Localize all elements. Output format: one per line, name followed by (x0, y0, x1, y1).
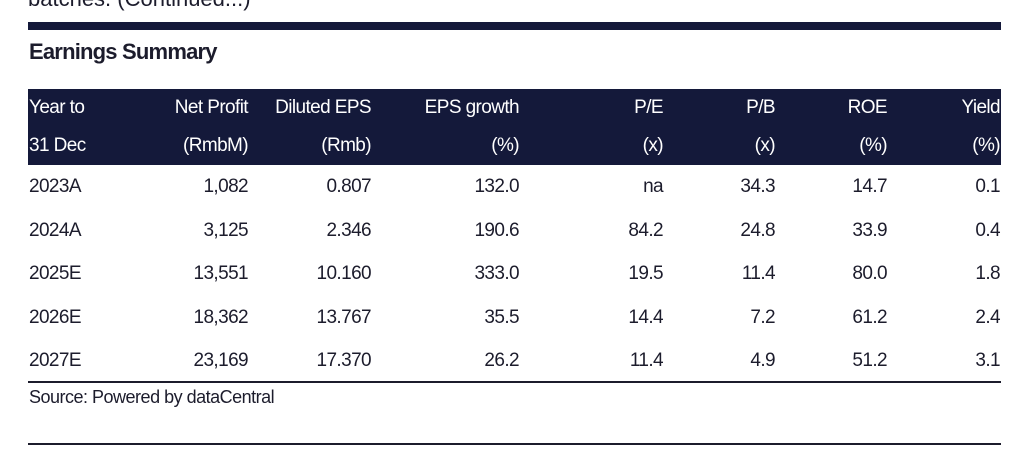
row-label: 2026E (29, 306, 82, 328)
column-header: (Rmb) (321, 135, 371, 156)
top-rule (28, 22, 1001, 30)
table-cell: 0.4 (975, 219, 1000, 241)
table-cell: 1.8 (975, 263, 1000, 284)
table-cell: 34.3 (740, 176, 775, 197)
table-cell: 2.4 (975, 306, 1000, 328)
table-cell: 18,362 (193, 306, 248, 328)
row-label: 2023A (29, 176, 82, 197)
column-header: (%) (491, 135, 519, 156)
table-cell: 84.2 (628, 219, 663, 241)
column-header: Diluted EPS (275, 97, 371, 118)
table-cell: 0.807 (326, 176, 371, 197)
row-label: 2027E (29, 350, 82, 371)
source-note: Source: Powered by dataCentral (29, 387, 275, 407)
column-header: P/B (746, 97, 775, 118)
table-cell: 35.5 (484, 306, 519, 328)
table-cell: 33.9 (852, 219, 887, 241)
column-header: (%) (859, 135, 887, 156)
column-header: P/E (634, 97, 663, 118)
column-header: EPS growth (424, 97, 520, 118)
table-cell: 13,551 (193, 263, 248, 284)
table-cell: 13.767 (316, 306, 371, 328)
column-header: Year to (29, 97, 85, 118)
table-cell: 333.0 (474, 263, 519, 284)
column-header: (%) (972, 135, 1000, 156)
table-cell: 1,082 (203, 176, 248, 197)
table-cell: 14.4 (628, 306, 663, 328)
table-cell: 10.160 (316, 263, 371, 284)
table-cell: 2.346 (326, 219, 371, 241)
column-header: Net Profit (174, 97, 249, 118)
table-cell: 23,169 (193, 350, 248, 371)
header-band (28, 89, 1001, 165)
table-cell: 3.1 (975, 350, 1000, 371)
table-cell: 26.2 (484, 350, 519, 371)
bottom-rule (28, 443, 1001, 445)
column-header: (RmbM) (183, 135, 249, 156)
table-bottom-rule (28, 381, 1001, 383)
table-cell: 17.370 (316, 350, 371, 371)
table-cell: 190.6 (474, 219, 519, 241)
table-cell: 51.2 (852, 350, 887, 371)
column-header: 31 Dec (29, 135, 86, 156)
table-cell: 11.4 (741, 263, 776, 284)
table-cell: 11.4 (629, 350, 664, 371)
table-cell: 3,125 (203, 219, 248, 241)
continued-text: batches. (Continued...) (28, 0, 251, 12)
column-header: Yield (961, 97, 1000, 118)
table-cell: 14.7 (852, 176, 887, 197)
column-header: (x) (754, 135, 776, 156)
table-cell: 7.2 (750, 306, 775, 328)
column-header: ROE (847, 97, 888, 118)
table-title: Earnings Summary (29, 39, 218, 64)
row-label: 2025E (29, 263, 82, 284)
table-cell: 0.1 (975, 176, 1000, 197)
row-label: 2024A (29, 219, 82, 241)
table-cell: 24.8 (740, 219, 775, 241)
table-cell: 4.9 (750, 350, 775, 371)
table-cell: na (643, 176, 664, 197)
table-cell: 80.0 (852, 263, 887, 284)
table-cell: 19.5 (628, 263, 663, 284)
table-cell: 132.0 (474, 176, 519, 197)
column-header: (x) (642, 135, 664, 156)
table-cell: 61.2 (852, 306, 887, 328)
